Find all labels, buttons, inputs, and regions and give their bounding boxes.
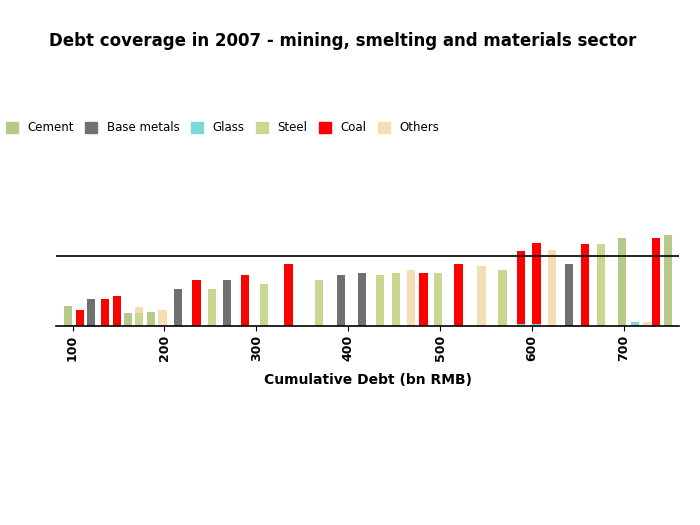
Bar — [548, 250, 556, 326]
Bar — [358, 273, 366, 326]
Bar — [631, 322, 639, 326]
Bar — [158, 310, 167, 326]
Bar — [517, 324, 525, 326]
Bar — [664, 235, 672, 326]
Bar — [76, 310, 84, 326]
Bar — [241, 275, 249, 326]
Bar — [597, 244, 605, 326]
Text: Debt coverage in 2007 - mining, smelting and materials sector: Debt coverage in 2007 - mining, smelting… — [49, 32, 636, 49]
Bar — [643, 322, 651, 326]
Bar — [260, 284, 268, 326]
Bar — [208, 289, 216, 326]
Bar — [146, 311, 155, 326]
Bar — [454, 264, 463, 326]
Bar — [376, 275, 384, 326]
Bar — [434, 273, 442, 326]
Bar — [134, 313, 143, 326]
Bar — [533, 243, 540, 324]
Bar — [174, 289, 182, 326]
Bar — [477, 266, 486, 326]
Bar — [64, 306, 72, 326]
Legend: Cement, Base metals, Glass, Steel, Coal, Others: Cement, Base metals, Glass, Steel, Coal,… — [6, 121, 440, 134]
Bar — [419, 273, 428, 326]
Bar — [123, 313, 132, 326]
Bar — [618, 238, 626, 326]
Bar — [581, 244, 589, 326]
Bar — [565, 264, 573, 326]
Bar — [337, 275, 345, 326]
Bar — [101, 299, 108, 326]
Bar — [193, 280, 201, 326]
X-axis label: Cumulative Debt (bn RMB): Cumulative Debt (bn RMB) — [263, 373, 472, 386]
Bar — [315, 280, 323, 326]
Bar — [533, 324, 540, 326]
Bar — [284, 264, 293, 326]
Bar — [113, 296, 121, 326]
Bar — [498, 269, 507, 326]
Bar — [517, 250, 525, 324]
Bar — [134, 307, 143, 313]
Bar — [652, 238, 660, 326]
Bar — [87, 299, 95, 326]
Bar — [223, 280, 231, 326]
Bar — [407, 269, 415, 326]
Bar — [392, 273, 400, 326]
